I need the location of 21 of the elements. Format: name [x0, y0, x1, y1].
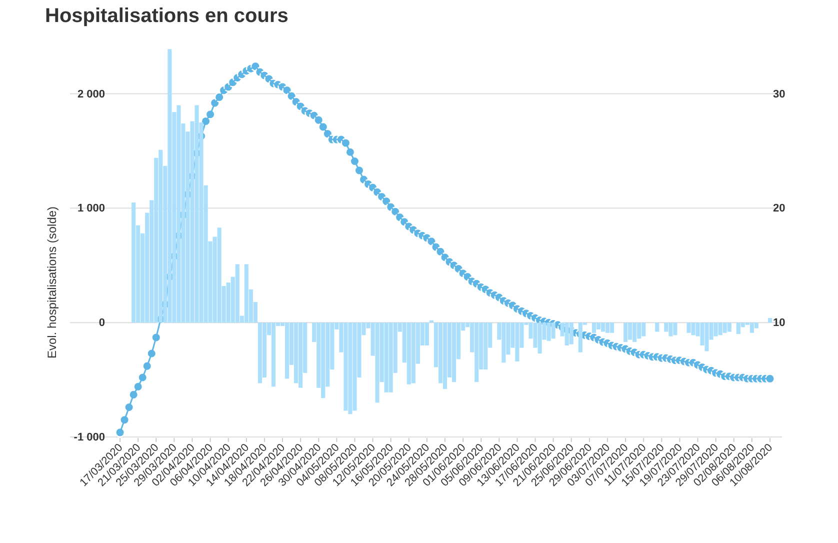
bar	[624, 322, 628, 342]
chart-title: Hospitalisations en cours	[45, 5, 288, 27]
bar	[655, 322, 660, 332]
bar	[271, 322, 276, 387]
y-tick-label: -1 000	[74, 432, 105, 444]
bar	[452, 322, 456, 382]
y2-tick-label: 20	[773, 202, 786, 215]
y2-tick-label: 10	[773, 317, 786, 330]
y-tick-label: 1 000	[77, 202, 105, 215]
y-axis-title: Evol. hospitalisations (solde)	[45, 206, 59, 359]
y-tick-label: 0	[98, 317, 105, 330]
bar	[424, 322, 429, 346]
bar	[610, 322, 614, 333]
bar	[727, 322, 732, 332]
bar	[569, 322, 574, 344]
bar	[605, 322, 610, 333]
y-tick-label: 2 000	[77, 88, 105, 100]
y2-tick-label: 30	[773, 88, 786, 100]
bar	[442, 322, 448, 389]
bar	[768, 318, 772, 323]
bar	[132, 202, 136, 323]
